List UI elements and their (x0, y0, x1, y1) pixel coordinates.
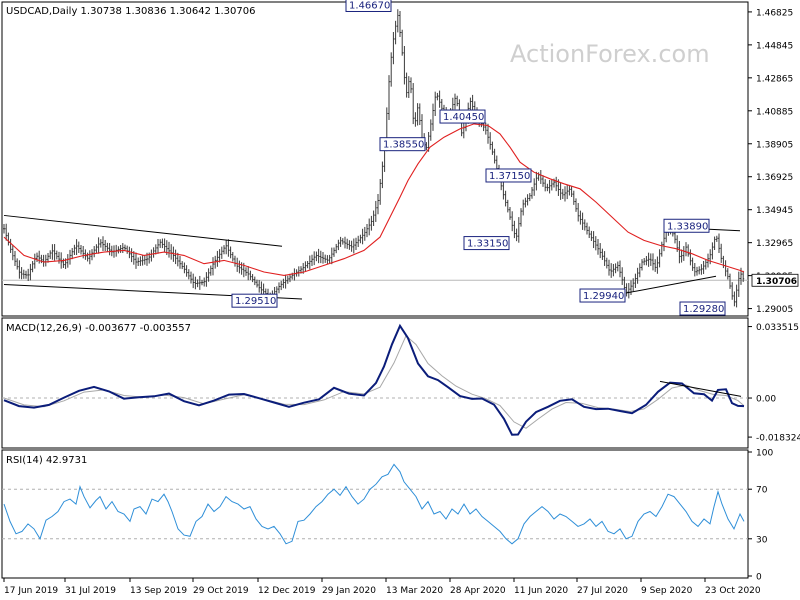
annotation-box (345, 0, 392, 12)
annotation-box (485, 168, 532, 183)
annotation-label: 1.33890 (667, 221, 708, 232)
x-tick-label: 13 Sep 2019 (130, 586, 187, 596)
trendline-0 (3, 214, 283, 247)
annotation-label: 1.46670 (349, 0, 390, 11)
last-price-label: 1.30706 (756, 277, 797, 287)
annotation-label: 1.37150 (489, 171, 530, 182)
x-tick-label: 23 Oct 2020 (705, 586, 761, 596)
price-y-tick-label: 1.46825 (756, 8, 793, 18)
annotation-box (663, 218, 710, 233)
x-tick-label: 29 Oct 2019 (193, 586, 249, 596)
macd-line (3, 323, 745, 436)
macd-y-tick-label: -0.018324 (756, 434, 800, 444)
rsi-y-tick-label: 100 (756, 449, 773, 459)
annotation-box (579, 288, 626, 303)
x-tick-label: 11 Jun 2020 (514, 586, 568, 596)
x-tick-label: 9 Sep 2020 (641, 586, 693, 596)
annotation-label: 1.29280 (683, 304, 724, 315)
macd-layer: 0.033515 0.00 -0.018324 (2, 323, 800, 444)
annotation-label: 1.38550 (383, 140, 424, 151)
price-y-tick-label: 1.42865 (756, 74, 793, 84)
annotation-label: 1.40450 (443, 112, 484, 123)
price-y-tick-label: 1.34945 (756, 206, 793, 216)
x-tick-label: 13 Mar 2020 (386, 586, 443, 596)
price-y-tick-label: 1.40885 (756, 107, 793, 117)
annotation-box (439, 109, 486, 124)
price-y-tick-label: 1.36925 (756, 173, 793, 183)
symbol-header: USDCAD,Daily 1.30738 1.30836 1.30642 1.3… (6, 6, 256, 17)
rsi-y-tick-label: 30 (756, 535, 768, 545)
price-y-tick-label: 1.44845 (756, 41, 793, 51)
rsi-y-tick-label: 0 (756, 573, 762, 583)
rsi-layer: 100 70 30 0 (2, 449, 773, 583)
annotation-box (231, 293, 278, 308)
x-tick-label: 27 Jul 2020 (577, 586, 628, 596)
macd-y-tick-label: 0.033515 (756, 323, 799, 333)
price-y-tick-label: 1.38905 (756, 140, 793, 150)
annotation-label: 1.29510 (235, 296, 276, 307)
x-tick-label: 12 Dec 2019 (258, 586, 316, 596)
price-y-tick-label: 1.32965 (756, 239, 793, 249)
price-layer: 1.46670 1.40450 1.38550 1.37150 1.33150 1.338… (2, 0, 799, 316)
watermark: ActionForex.com (510, 40, 710, 68)
sma-line (3, 123, 745, 276)
x-tick-label: 31 Jul 2019 (65, 586, 116, 596)
annotation-label: 1.29940 (583, 291, 624, 302)
macd-trendline (659, 380, 742, 397)
x-tick-label: 29 Jan 2020 (322, 586, 376, 596)
annotation-label: 1.33150 (467, 239, 508, 250)
rsi-line (3, 463, 745, 545)
rsi-y-tick-label: 70 (756, 486, 768, 496)
price-y-tick-label: 1.29005 (756, 305, 793, 315)
annotation-box (679, 301, 726, 316)
x-tick-label: 28 Apr 2020 (450, 586, 506, 596)
macd-header: MACD(12,26,9) -0.003677 -0.003557 (6, 323, 191, 334)
rsi-panel-frame (1, 449, 749, 579)
rsi-header: RSI(14) 42.9731 (6, 455, 87, 466)
x-tick-label: 17 Jun 2019 (4, 586, 58, 596)
annotation-box (463, 236, 510, 251)
macd-y-tick-label: 0.00 (756, 395, 776, 405)
trendline-2 (625, 275, 717, 294)
last-price-box (751, 273, 799, 287)
price-panel-frame (1, 1, 749, 317)
x-axis: 17 Jun 2019 31 Jul 2019 13 Sep 2019 29 Oct … (3, 578, 761, 596)
annotation-box (379, 137, 426, 152)
